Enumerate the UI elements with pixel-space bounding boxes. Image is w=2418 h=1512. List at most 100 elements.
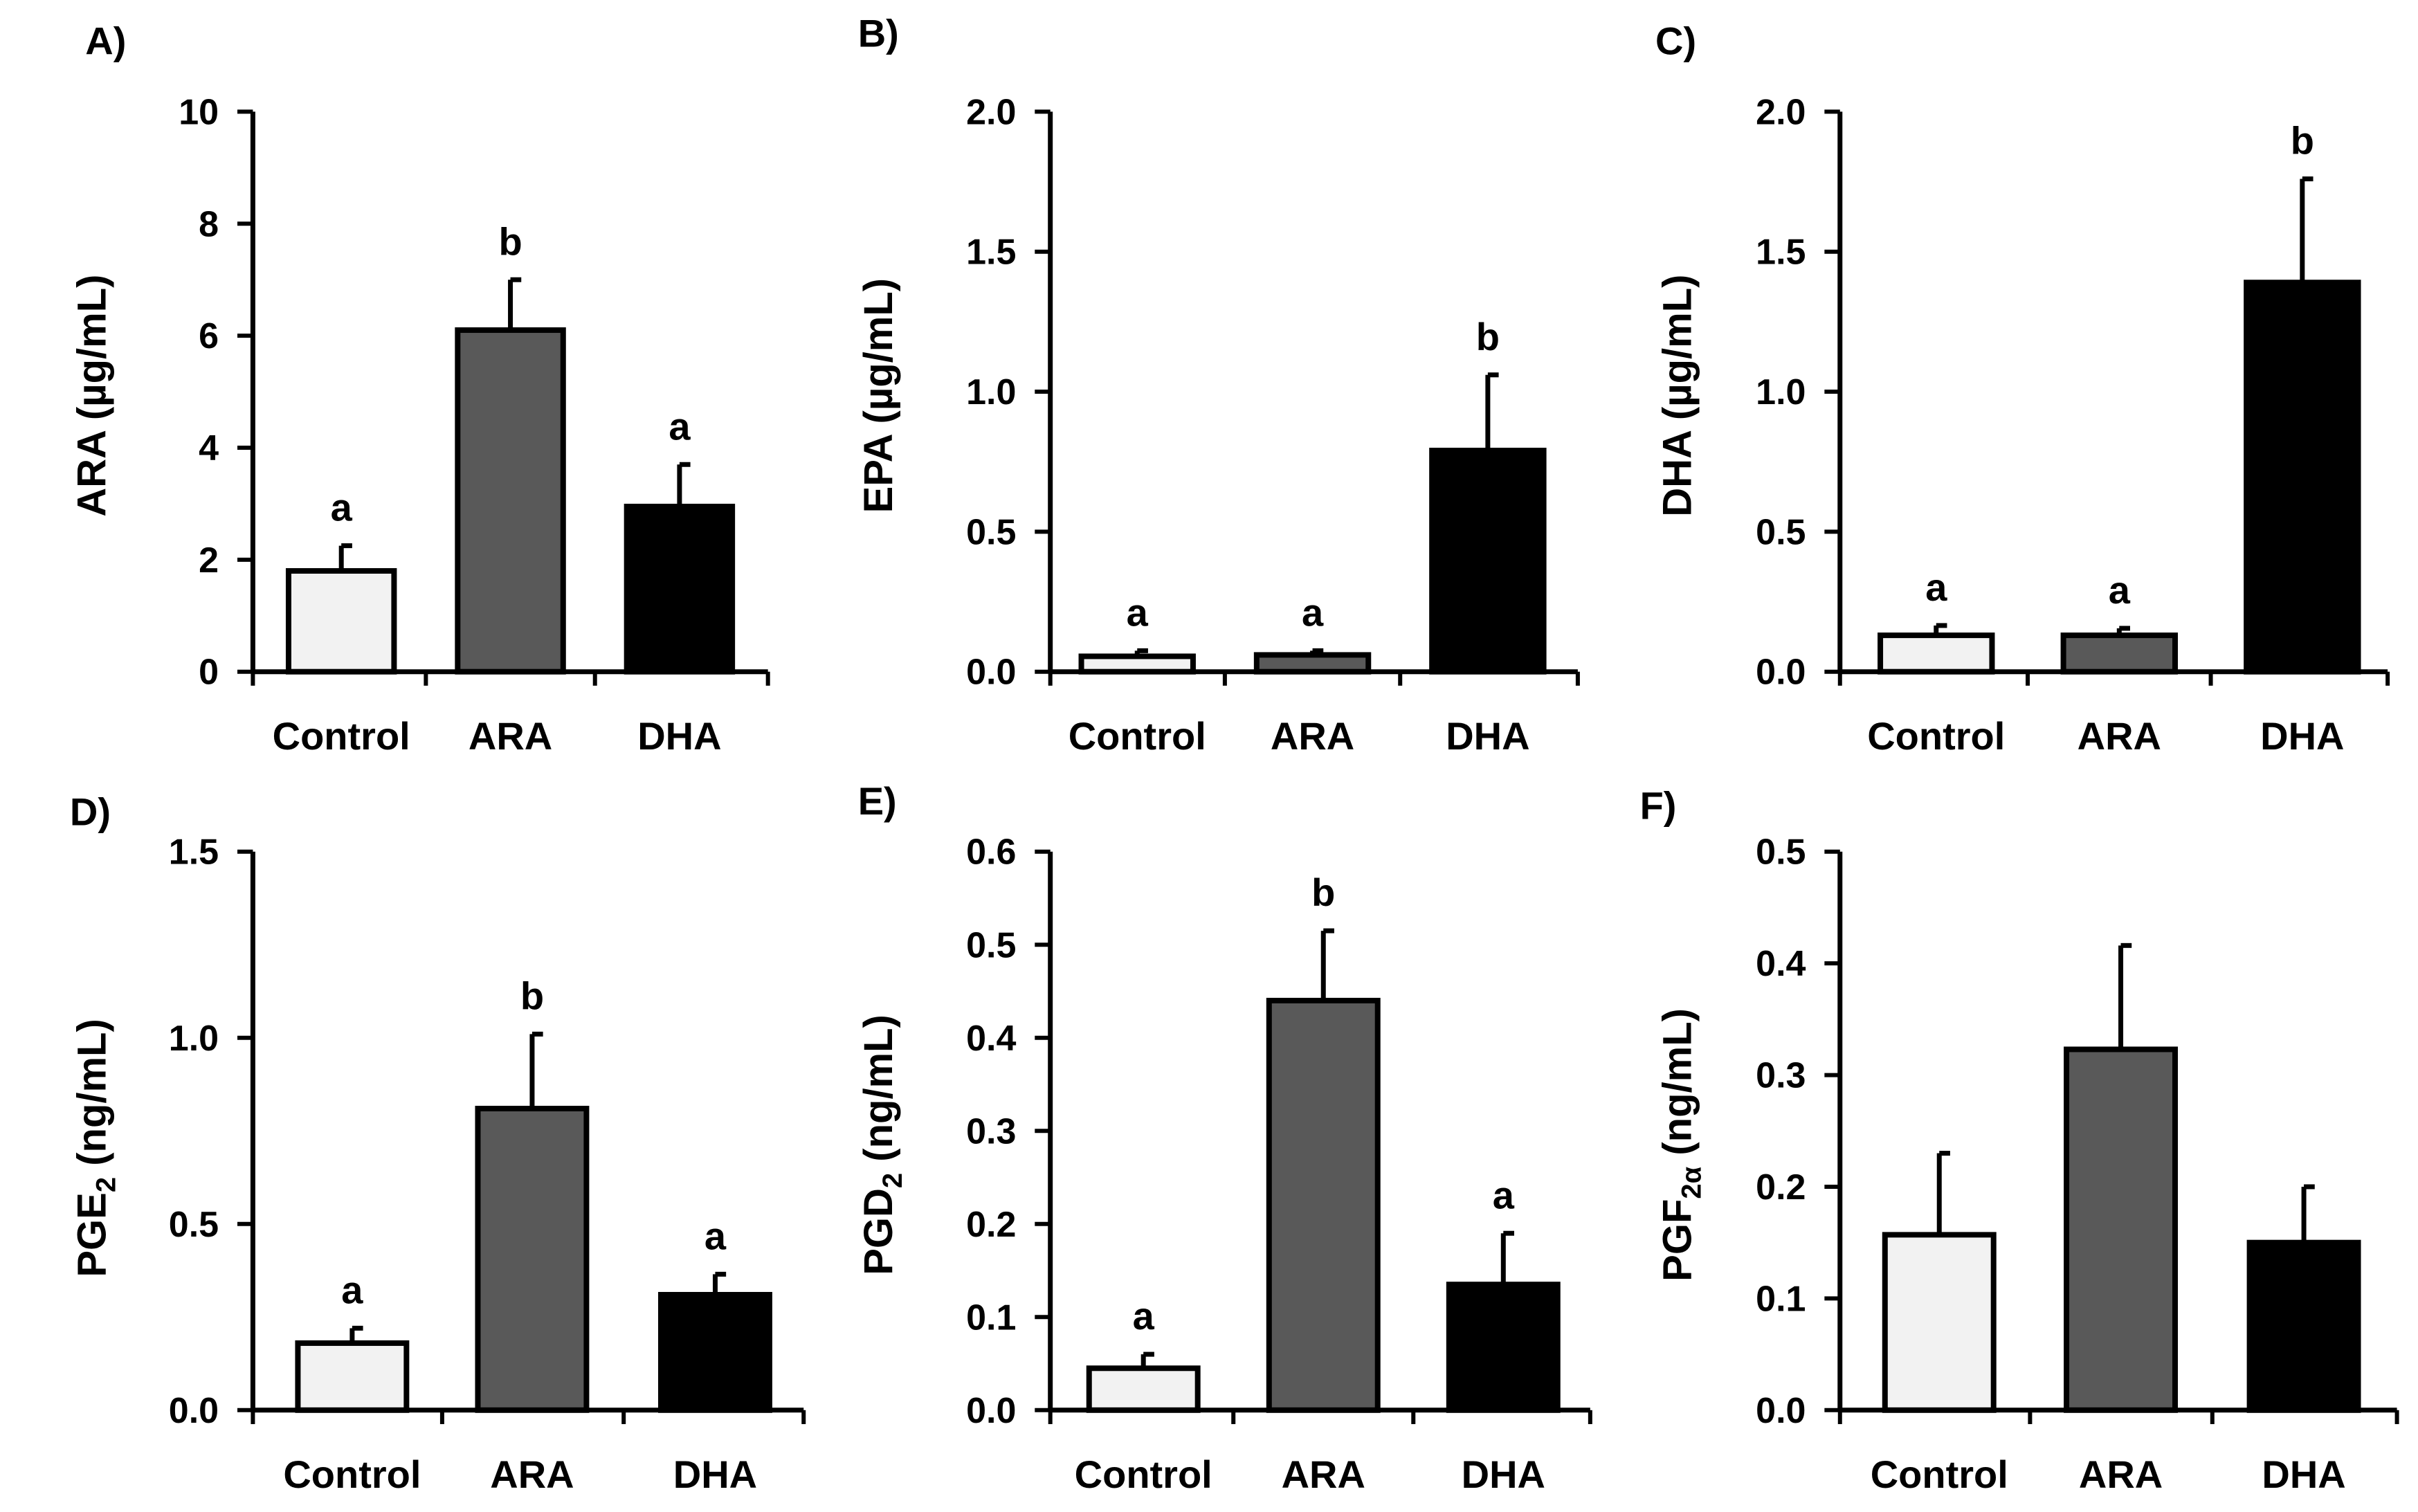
significance-label: a — [2109, 568, 2131, 612]
y-axis-label: ARA (µg/mL) — [69, 275, 114, 517]
significance-label: a — [1133, 1294, 1155, 1338]
bar-control — [1882, 1232, 1997, 1413]
y-tick-label: 10 — [179, 92, 219, 132]
y-tick-label: 4 — [199, 428, 219, 468]
y-tick-label: 0.0 — [1756, 1391, 1806, 1431]
bar-dha — [2246, 1239, 2361, 1413]
panel-label: F) — [1640, 784, 1677, 828]
x-tick-label: Control — [273, 714, 410, 758]
x-tick-label: DHA — [2262, 1452, 2345, 1496]
significance-label: a — [1127, 590, 1149, 634]
panel-label: B) — [858, 11, 899, 55]
chart-panel-f: F) PGF2α (ng/mL) 0.0 0.1 0.2 0.3 0.4 0.5 Control… — [1640, 784, 2399, 1496]
y-tick-label: 0.2 — [1756, 1167, 1806, 1208]
x-tick-label: ARA — [2078, 714, 2161, 758]
bar-dha — [624, 503, 736, 675]
panel-label: E) — [858, 779, 897, 823]
y-tick-label: 2 — [199, 540, 219, 581]
y-axis-label: DHA (µg/mL) — [1655, 275, 1700, 517]
chart-panel-a: A) ARA (µg/mL) 0 2 4 6 8 10 a Control b ARA a DHA — [69, 19, 770, 758]
x-tick-label: DHA — [1462, 1452, 1545, 1496]
x-tick-label: DHA — [637, 714, 721, 758]
bar-ara — [1266, 997, 1381, 1413]
significance-label: a — [1493, 1173, 1515, 1217]
x-tick-label: Control — [1871, 1452, 2008, 1496]
bar-dha — [1429, 448, 1547, 675]
x-tick-label: ARA — [1271, 714, 1354, 758]
y-tick-label: 0.6 — [966, 832, 1016, 873]
significance-label: b — [1311, 871, 1335, 914]
y-axis-label: PGD2 (ng/mL) — [856, 1014, 908, 1275]
panel-label: C) — [1655, 19, 1696, 62]
x-tick-label: DHA — [1446, 714, 1529, 758]
y-tick-label: 1.0 — [1756, 372, 1806, 412]
x-tick-label: DHA — [673, 1452, 757, 1496]
y-tick-label: 0.5 — [966, 925, 1016, 965]
bar-dha — [2244, 280, 2361, 675]
y-tick-label: 0.2 — [966, 1205, 1016, 1245]
x-tick-label: Control — [1867, 714, 2005, 758]
chart-panel-c: C) DHA (µg/mL) 0.0 0.5 1.0 1.5 2.0 a Control a ARA… — [1655, 19, 2390, 758]
bar-ara — [455, 327, 566, 675]
y-tick-label: 0.0 — [1756, 653, 1806, 693]
y-tick-label: 0.4 — [966, 1019, 1016, 1059]
bar-control — [295, 1340, 410, 1413]
y-tick-label: 0.5 — [1756, 832, 1806, 873]
panel-label: D) — [70, 790, 111, 834]
significance-label: b — [498, 219, 522, 263]
y-tick-label: 1.5 — [1756, 233, 1806, 273]
y-tick-label: 0.0 — [169, 1391, 219, 1431]
bar-control — [285, 568, 397, 675]
x-tick-label: Control — [283, 1452, 421, 1496]
x-tick-label: ARA — [1282, 1452, 1365, 1496]
y-tick-label: 8 — [199, 204, 219, 244]
bar-ara — [475, 1105, 590, 1413]
x-tick-label: ARA — [469, 714, 552, 758]
y-tick-label: 0.5 — [1756, 512, 1806, 552]
y-tick-label: 0.4 — [1756, 944, 1806, 984]
x-tick-label: Control — [1075, 1452, 1212, 1496]
bar-dha — [1446, 1282, 1561, 1413]
y-tick-label: 2.0 — [966, 92, 1016, 132]
y-tick-label: 6 — [199, 316, 219, 356]
y-axis-label: PGF2α (ng/mL) — [1655, 1008, 1707, 1282]
y-tick-label: 0.3 — [966, 1111, 1016, 1151]
y-tick-label: 0 — [199, 653, 219, 693]
bar-control — [1078, 653, 1196, 675]
y-tick-label: 0.0 — [966, 1391, 1016, 1431]
y-tick-label: 2.0 — [1756, 92, 1806, 132]
significance-label: b — [1476, 315, 1500, 358]
chart-panel-e: E) PGD2 (ng/mL) 0.0 0.1 0.2 0.3 0.4 0.5 0.6 a Cont… — [856, 779, 1592, 1496]
y-axis-label: EPA (µg/mL) — [856, 278, 901, 513]
y-tick-label: 0.1 — [966, 1297, 1016, 1338]
y-tick-label: 1.0 — [966, 372, 1016, 412]
y-tick-label: 1.5 — [966, 233, 1016, 273]
y-tick-label: 1.5 — [169, 832, 219, 873]
chart-panel-d: D) PGE2 (ng/mL) 0.0 0.5 1.0 1.5 a Control b ARA a D… — [69, 790, 806, 1496]
y-tick-label: 1.0 — [169, 1019, 219, 1059]
significance-label: a — [341, 1268, 363, 1312]
y-axis-label: PGE2 (ng/mL) — [69, 1019, 121, 1277]
x-tick-label: ARA — [490, 1452, 574, 1496]
y-tick-label: 0.0 — [966, 653, 1016, 693]
x-tick-label: DHA — [2260, 714, 2344, 758]
bar-ara — [2060, 632, 2179, 675]
significance-label: b — [2291, 119, 2314, 163]
chart-panel-b: B) EPA (µg/mL) 0.0 0.5 1.0 1.5 2.0 a Control a ARA… — [856, 11, 1580, 758]
significance-label: a — [669, 404, 691, 448]
significance-label: a — [331, 486, 353, 529]
bar-control — [1878, 632, 1995, 675]
bar-dha — [658, 1292, 772, 1413]
panel-label: A) — [85, 19, 126, 62]
y-tick-label: 0.3 — [1756, 1056, 1806, 1096]
significance-label: a — [1925, 565, 1947, 609]
bar-control — [1086, 1365, 1201, 1413]
bar-ara — [2064, 1046, 2179, 1413]
y-tick-label: 0.5 — [169, 1205, 219, 1245]
x-tick-label: ARA — [2079, 1452, 2163, 1496]
significance-label: a — [705, 1214, 727, 1258]
y-tick-label: 0.1 — [1756, 1279, 1806, 1319]
y-tick-label: 0.5 — [966, 512, 1016, 552]
significance-label: b — [520, 974, 544, 1018]
